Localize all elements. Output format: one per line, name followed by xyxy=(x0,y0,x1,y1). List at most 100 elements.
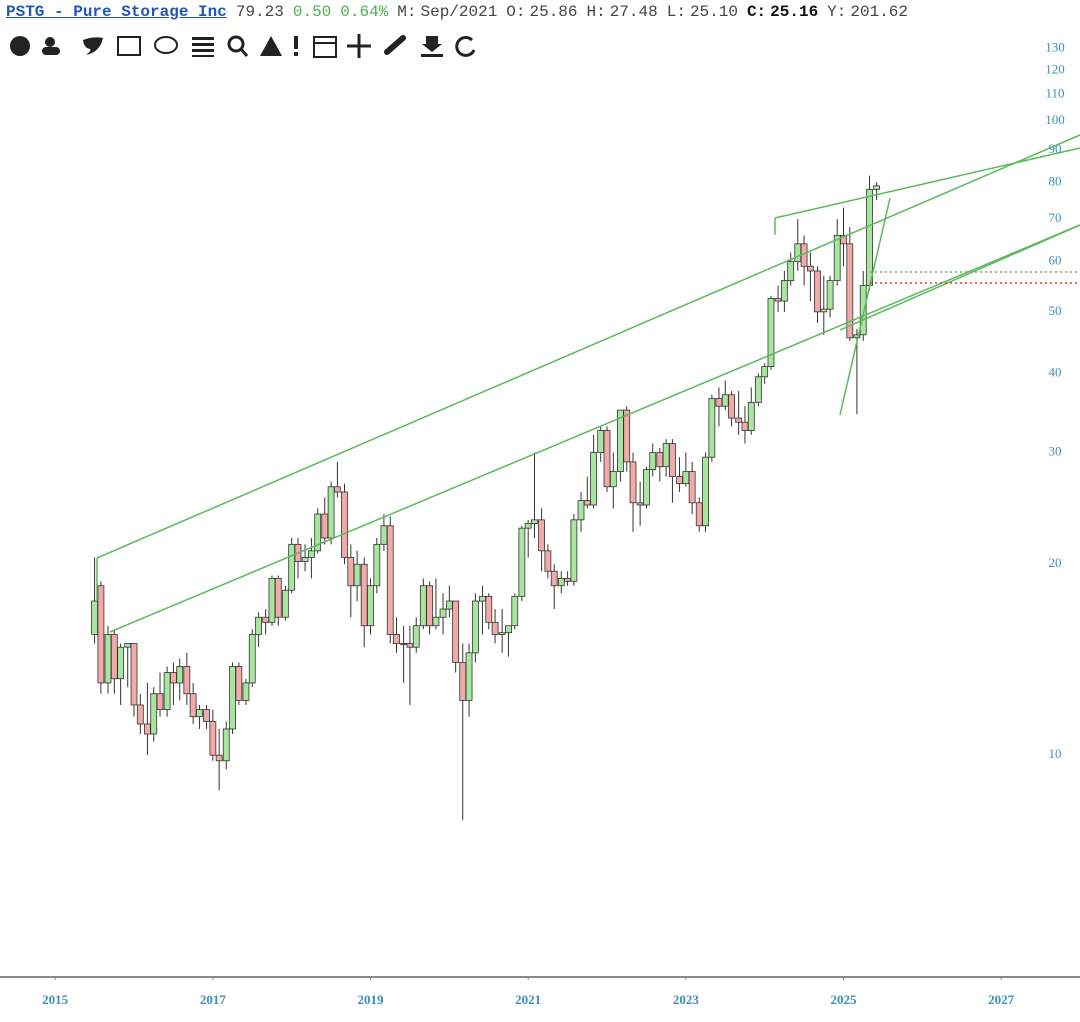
y-tick-label: 60 xyxy=(1049,253,1062,268)
candle-body xyxy=(859,285,867,336)
image-icon[interactable] xyxy=(117,36,141,56)
candle-body xyxy=(754,376,762,403)
field-value: 25.86 xyxy=(529,3,578,21)
candle-body xyxy=(176,666,184,684)
candle-body xyxy=(104,634,112,684)
refresh-icon[interactable] xyxy=(455,35,476,57)
candle-body xyxy=(570,519,578,582)
candle-body xyxy=(288,543,296,591)
candle-body xyxy=(459,662,467,701)
download-icon[interactable] xyxy=(421,36,443,57)
x-tick-label: 2021 xyxy=(515,992,541,1007)
candle-body xyxy=(136,704,144,725)
field-value: 27.48 xyxy=(609,3,658,21)
candle-body xyxy=(485,595,493,623)
calendar-icon[interactable] xyxy=(313,36,337,58)
candle-body xyxy=(452,600,460,663)
candle-body xyxy=(307,550,315,558)
field-label: C: xyxy=(746,3,767,21)
link-icon[interactable] xyxy=(384,35,406,55)
trend-line xyxy=(109,224,1080,633)
triangle-icon[interactable] xyxy=(260,36,282,56)
candle-body xyxy=(826,280,834,310)
y-tick-label: 50 xyxy=(1049,303,1062,318)
candle-body xyxy=(669,443,676,477)
x-tick-label: 2019 xyxy=(358,992,385,1007)
candle-body xyxy=(465,652,473,701)
quote-header: PSTG - Pure Storage Inc 79.23 0.50 0.64% M: S… xyxy=(6,3,926,21)
candle-body xyxy=(498,632,506,635)
candle-body xyxy=(853,334,861,339)
candle-body xyxy=(787,261,795,282)
field-label: M: xyxy=(397,3,417,21)
candle-body xyxy=(564,577,571,582)
candle-body xyxy=(196,709,203,718)
field-value: 25.10 xyxy=(689,3,738,21)
candle-body xyxy=(400,643,408,645)
list-icon[interactable] xyxy=(192,37,214,57)
x-tick-label: 2025 xyxy=(831,992,858,1007)
candle-body xyxy=(189,693,197,718)
candle-body xyxy=(623,409,631,463)
y-tick-label: 30 xyxy=(1049,444,1062,459)
y-tick-label: 10 xyxy=(1049,746,1062,761)
candle-body xyxy=(419,585,427,627)
move-icon[interactable] xyxy=(347,34,371,58)
candle-body xyxy=(373,543,381,587)
candle-body xyxy=(144,723,151,735)
y-tick-label: 100 xyxy=(1045,112,1065,127)
candle-body xyxy=(590,452,598,506)
candle-body xyxy=(222,728,230,762)
symbol-link[interactable]: PSTG - Pure Storage Inc xyxy=(6,3,227,21)
candle-body xyxy=(183,666,191,695)
users-icon[interactable] xyxy=(45,37,55,47)
field-label: O: xyxy=(506,3,526,21)
candle-body xyxy=(840,234,847,245)
candle-body xyxy=(609,471,617,488)
candle-body xyxy=(747,401,755,431)
trend-line xyxy=(839,197,891,416)
candle-body xyxy=(281,589,289,618)
search-icon[interactable] xyxy=(227,35,245,53)
alert-icon[interactable] xyxy=(294,36,298,49)
candle-body xyxy=(393,634,400,644)
candle-body xyxy=(156,693,164,711)
candle-body xyxy=(170,672,177,684)
candle-body xyxy=(124,643,132,648)
candle-body xyxy=(314,513,322,552)
candle-body xyxy=(479,595,486,602)
candle-body xyxy=(524,522,532,529)
candle-body xyxy=(511,595,519,627)
candle-body xyxy=(274,577,282,618)
dashboard-icon[interactable] xyxy=(10,36,30,56)
candle-body xyxy=(110,634,118,680)
candle-body xyxy=(445,600,453,610)
candle-body xyxy=(708,398,716,458)
candle-body xyxy=(728,394,735,419)
comment-icon[interactable] xyxy=(154,36,178,54)
candle-body xyxy=(688,471,696,504)
toolbar xyxy=(10,34,476,58)
candle-body xyxy=(412,625,420,648)
candle-body xyxy=(321,513,329,539)
candle-body xyxy=(439,608,447,618)
candle-body xyxy=(163,672,171,711)
candle-body xyxy=(583,500,591,506)
candle-body xyxy=(682,471,690,485)
candle-body xyxy=(505,625,512,634)
candle-body xyxy=(866,188,873,286)
candle-body xyxy=(380,525,388,545)
candle-body xyxy=(761,366,769,378)
candle-body xyxy=(846,243,854,339)
candle-body xyxy=(209,721,217,756)
candles xyxy=(91,175,881,821)
trend-lines xyxy=(96,134,1080,633)
candle-body xyxy=(334,486,341,493)
twitter-icon[interactable] xyxy=(83,37,103,55)
candle-body xyxy=(386,525,394,635)
candle-body xyxy=(550,570,558,587)
candle-body xyxy=(741,421,749,431)
candle-body xyxy=(130,643,138,706)
candle-body xyxy=(557,577,565,587)
